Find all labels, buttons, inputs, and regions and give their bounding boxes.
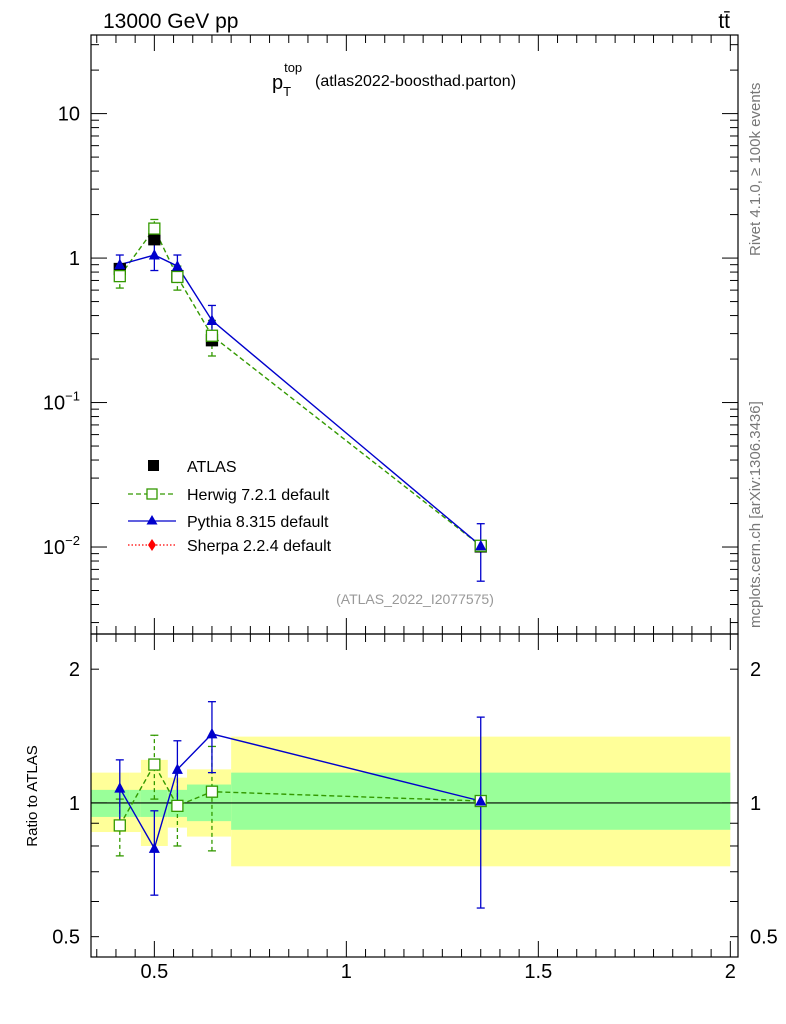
ratio-herwig-point-1 <box>148 758 161 771</box>
ratio-ylabel: Ratio to ATLAS <box>24 745 41 846</box>
herwig-point-1 <box>148 222 161 235</box>
ratio-herwig-line <box>119 763 481 826</box>
pythia-point-2 <box>171 260 183 271</box>
upper-ytick-base-2: 1 <box>69 248 80 270</box>
ratio-bands <box>91 736 731 867</box>
legend-atlas-marker <box>148 460 159 471</box>
lower-marks <box>113 701 487 909</box>
atlas-point-1 <box>148 233 161 246</box>
upper-ytick-label-2: 1 <box>69 248 80 270</box>
upper-ytick-exp-0: −2 <box>65 533 80 548</box>
upper-ytick-label-3: 10 <box>58 104 80 126</box>
upper-ytick-exp-1: −1 <box>65 389 80 404</box>
legend: ATLAS Herwig 7.2.1 default Pythia 8.315 … <box>128 459 332 555</box>
ratio-herwig-point-0 <box>113 819 126 832</box>
upper-ytick-base-1: 10 <box>43 393 65 415</box>
upper-ytick-base-3: 10 <box>58 104 80 126</box>
analysis-watermark: (ATLAS_2022_I2077575) <box>336 591 494 607</box>
xtick-label-0: 0.5 <box>140 961 168 983</box>
lower-ytick-label-2: 2 <box>69 659 80 681</box>
lower-ytick-label-0: 0.5 <box>52 927 80 949</box>
lower-ytick-label-right-0: 0.5 <box>750 927 778 949</box>
plot-title: pTtop <box>272 60 302 99</box>
xtick-label-2: 1.5 <box>524 961 552 983</box>
upper-ytick-label-1: 10−1 <box>43 389 80 415</box>
process-label: tt̄ <box>718 10 730 33</box>
legend-pythia-marker <box>146 515 158 525</box>
ratio-pythia-point-2 <box>171 763 183 774</box>
plot-title-main: p <box>272 72 283 94</box>
xtick-label-1: 1 <box>341 961 352 983</box>
pythia-point-4 <box>475 539 487 551</box>
plot-title-suffix: (atlas2022-boosthad.parton) <box>315 73 516 90</box>
plot-title-sub: T <box>283 84 291 99</box>
legend-pythia: Pythia 8.315 default <box>128 514 329 531</box>
herwig-point-3 <box>205 329 219 342</box>
pythia-point-1 <box>148 249 160 260</box>
lower-ytick-label-1: 1 <box>69 793 80 815</box>
upper-ytick-label-0: 10−2 <box>43 533 80 559</box>
legend-herwig: Herwig 7.2.1 default <box>128 487 330 504</box>
ratio-herwig-point-2 <box>171 799 184 812</box>
lower-ytick-label-right-2: 2 <box>750 659 761 681</box>
mcplots-label: mcplots.cern.ch [arXiv:1306.3436] <box>747 401 764 628</box>
legend-sherpa-marker <box>148 539 156 551</box>
ratio-pythia-point-0 <box>114 782 126 793</box>
legend-sherpa-label: Sherpa 2.2.4 default <box>187 538 332 555</box>
xtick-label-3: 2 <box>725 961 736 983</box>
pythia-point-0 <box>114 258 126 270</box>
upper-marks <box>113 218 487 582</box>
ratio-pythia-point-4 <box>475 795 487 806</box>
lower-frame-box <box>90 633 739 958</box>
legend-herwig-label: Herwig 7.2.1 default <box>187 487 330 504</box>
upper-ytick-base-0: 10 <box>43 537 65 559</box>
plot-title-sup: top <box>284 60 302 75</box>
rivet-label: Rivet 4.1.0, ≥ 100k events <box>747 83 764 256</box>
ratio-herwig-point-3 <box>205 785 219 798</box>
legend-pythia-label: Pythia 8.315 default <box>187 514 329 531</box>
pythia-point-3 <box>206 314 218 325</box>
lower-ytick-label-right-1: 1 <box>750 793 761 815</box>
ratio-pythia-point-1 <box>148 842 160 853</box>
legend-atlas: ATLAS <box>148 459 237 476</box>
legend-sherpa: Sherpa 2.2.4 default <box>128 538 332 555</box>
herwig-point-0 <box>113 269 126 283</box>
herwig-point-2 <box>171 270 184 284</box>
legend-atlas-label: ATLAS <box>187 459 237 476</box>
legend-herwig-marker <box>146 488 158 500</box>
lower-frame: 0.5 0.5 1 1 2 2 0.5 1 1.5 2 <box>52 633 778 983</box>
ratio-pythia-point-3 <box>206 727 218 739</box>
energy-label: 13000 GeV pp <box>103 10 238 33</box>
